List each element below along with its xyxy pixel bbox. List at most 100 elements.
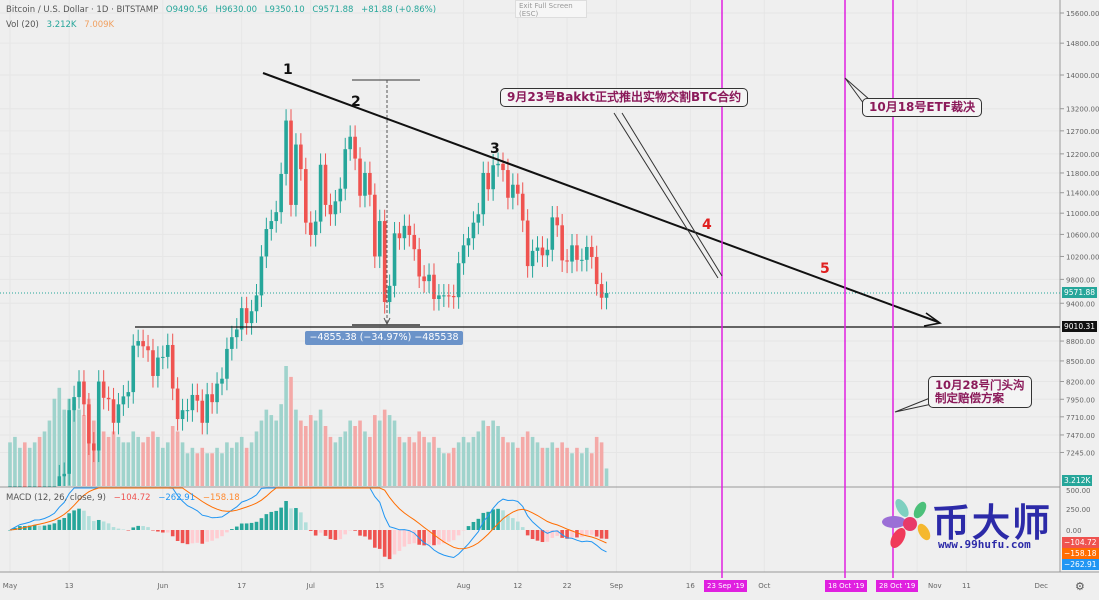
callout-etf[interactable]: 10月18号ETF裁决 bbox=[862, 98, 982, 117]
macd-histogram-bar bbox=[496, 508, 500, 530]
time-axis[interactable]: May 13 Jun 17 Jul 15 Aug 12 22 Sep 16 Oct Nov 11 Dec bbox=[3, 582, 1048, 590]
volume-bar bbox=[402, 442, 407, 486]
volume-bar bbox=[205, 453, 209, 486]
macd-line-tag: −262.91 bbox=[1062, 559, 1099, 570]
candle-body bbox=[244, 308, 249, 324]
volume-bar bbox=[225, 442, 229, 486]
time-tick-label: Dec bbox=[1034, 582, 1048, 590]
watermark-url: www.99hufu.com bbox=[938, 538, 1031, 551]
volume-bar bbox=[456, 442, 461, 486]
price-tick-label: 8200.00 bbox=[1066, 379, 1095, 387]
candle-body bbox=[589, 246, 594, 258]
macd-histogram-bar bbox=[289, 508, 293, 530]
symbol-legend[interactable]: Bitcoin / U.S. Dollar · 1D · BITSTAMP O9… bbox=[6, 5, 441, 15]
time-tick-label: May bbox=[3, 582, 17, 590]
callout-mtgox[interactable]: 10月28号门头沟 制定赔偿方案 bbox=[928, 376, 1032, 408]
candle-body bbox=[417, 249, 421, 277]
candle-body bbox=[156, 357, 160, 376]
volume-bar bbox=[520, 436, 525, 486]
macd-histogram-bar bbox=[525, 530, 530, 536]
macd-histogram-bar bbox=[471, 521, 476, 530]
macd-histogram-bar bbox=[161, 530, 165, 533]
candle-body bbox=[170, 344, 175, 389]
price-tick-label: 11000.00 bbox=[1066, 210, 1099, 218]
macd-histogram-bar bbox=[185, 530, 190, 545]
watermark-logo: 币大师 www.99hufu.com bbox=[880, 496, 1055, 556]
candle-body bbox=[373, 194, 377, 257]
volume-legend[interactable]: Vol (20) 3.212K 7.009K bbox=[6, 20, 119, 30]
callout-pointer-bakkt bbox=[613, 112, 723, 279]
macd-histogram-bar bbox=[377, 530, 382, 549]
wave-label-4: 4 bbox=[702, 217, 712, 233]
macd-histogram-bar bbox=[106, 523, 111, 530]
macd-histogram-bar bbox=[215, 530, 219, 539]
volume-bar bbox=[540, 447, 545, 486]
volume-bar bbox=[244, 447, 249, 486]
volume-bar bbox=[422, 436, 426, 486]
volume-bar bbox=[446, 453, 451, 486]
candle-body bbox=[136, 341, 140, 346]
time-tick-label: Jun bbox=[156, 582, 168, 590]
macd-histogram-bar bbox=[535, 530, 540, 541]
descending-trendline[interactable] bbox=[262, 72, 939, 323]
candle-body bbox=[96, 381, 101, 451]
macd-histogram-bar bbox=[210, 530, 214, 541]
macd-histogram-bar bbox=[175, 530, 180, 541]
candle-body bbox=[279, 173, 283, 213]
macd-signal-value: −158.18 bbox=[202, 493, 240, 503]
candle-body bbox=[491, 165, 495, 190]
candle-body bbox=[560, 225, 564, 261]
macd-legend[interactable]: MACD (12, 26, close, 9) −104.72 −262.91 … bbox=[6, 493, 245, 503]
volume-bar bbox=[333, 442, 338, 486]
macd-tick-label: 250.00 bbox=[1066, 506, 1091, 514]
callout-pointer-mtgox bbox=[894, 397, 933, 413]
macd-histogram-bar bbox=[313, 530, 318, 536]
candle-body bbox=[432, 274, 436, 300]
price-tick-label: 14800.00 bbox=[1066, 40, 1099, 48]
macd-histogram-bar bbox=[121, 529, 126, 531]
volume-bar bbox=[535, 442, 540, 486]
candle-body bbox=[106, 397, 111, 400]
price-tick-label: 12700.00 bbox=[1066, 128, 1099, 136]
macd-histogram-bar bbox=[52, 523, 57, 530]
volume-bar bbox=[13, 436, 17, 486]
candle-body bbox=[274, 212, 279, 222]
price-axis[interactable]: 15600.00 14800.00 14000.00 13200.00 12700.00… bbox=[1060, 10, 1099, 535]
volume-bar bbox=[343, 431, 348, 486]
macd-indicator-name[interactable]: MACD (12, 26, close, 9) bbox=[6, 493, 106, 503]
volume-bar bbox=[37, 436, 42, 486]
wave-label-1: 1 bbox=[283, 62, 293, 78]
time-tick-label: 11 bbox=[962, 582, 971, 590]
volume-bar bbox=[466, 442, 471, 486]
volume-bar bbox=[195, 453, 200, 486]
volume-bar bbox=[560, 442, 564, 486]
macd-histogram-bar bbox=[397, 530, 402, 551]
callout-bakkt[interactable]: 9月23号Bakkt正式推出实物交割BTC合约 bbox=[500, 88, 749, 107]
volume-bar bbox=[264, 409, 269, 486]
macd-histogram-bar bbox=[146, 527, 150, 530]
macd-histogram-bar bbox=[437, 530, 441, 545]
candle-body bbox=[225, 348, 229, 379]
volume-indicator-name[interactable]: Vol (20) bbox=[6, 20, 39, 30]
volume-bar bbox=[180, 442, 185, 486]
candle-body bbox=[333, 201, 338, 215]
macd-histogram-bar bbox=[604, 530, 609, 539]
settings-gear-icon[interactable]: ⚙ bbox=[1075, 580, 1085, 593]
volume-bar bbox=[550, 442, 555, 486]
measure-tool[interactable] bbox=[352, 79, 420, 326]
macd-histogram-bar bbox=[511, 518, 515, 530]
time-tick-label: 12 bbox=[513, 582, 522, 590]
volume-bar bbox=[190, 447, 195, 486]
volume-bar bbox=[279, 404, 283, 486]
candle-body bbox=[180, 410, 185, 420]
candle-body bbox=[185, 410, 190, 412]
candle-body bbox=[407, 225, 412, 235]
macd-histogram-bar bbox=[72, 510, 76, 530]
macd-histogram-bar bbox=[87, 516, 91, 530]
price-tick-label: 8500.00 bbox=[1066, 358, 1095, 366]
symbol-name[interactable]: Bitcoin / U.S. Dollar · 1D · BITSTAMP bbox=[6, 5, 159, 15]
candle-body bbox=[471, 222, 476, 239]
volume-bar bbox=[294, 409, 298, 486]
price-tick-label: 8800.00 bbox=[1066, 338, 1095, 346]
macd-histogram-bar bbox=[170, 530, 175, 537]
